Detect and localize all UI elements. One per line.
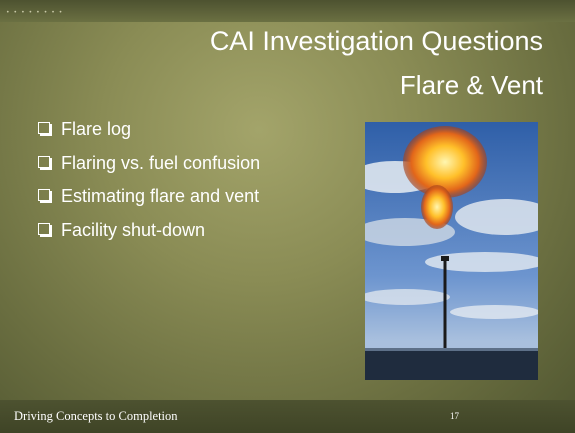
slide: •••••••• CAI Investigation Questions Fla… [0,0,575,433]
footer-text: Driving Concepts to Completion [14,409,178,424]
bullet-item: Facility shut-down [38,217,260,251]
bullet-item: Estimating flare and vent [38,183,260,217]
page-number: 17 [450,411,459,421]
decoration-dots: •••••••• [6,9,66,16]
bullet-item: Flaring vs. fuel confusion [38,150,260,184]
flare-photo [365,122,538,380]
slide-title: CAI Investigation Questions [210,26,543,57]
top-band: •••••••• [0,0,575,22]
slide-subtitle: Flare & Vent [400,70,543,101]
bullet-item: Flare log [38,116,260,150]
